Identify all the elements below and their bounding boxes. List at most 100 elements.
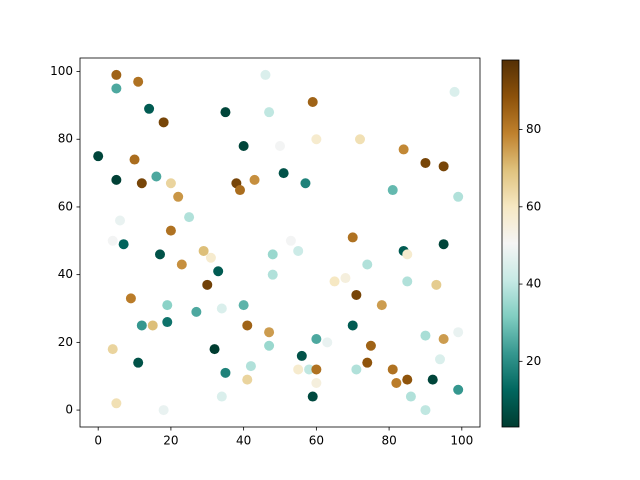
point (133, 76, 144, 87)
point (264, 340, 275, 351)
point (136, 178, 147, 189)
point (118, 239, 129, 250)
point (293, 364, 304, 375)
point (245, 361, 256, 372)
colorbar-tick-label: 80 (526, 122, 541, 136)
point (402, 374, 413, 385)
x-tick-label: 100 (450, 434, 473, 448)
point (93, 151, 104, 162)
point (213, 266, 224, 277)
colorbar-tick-label: 40 (526, 277, 541, 291)
point (293, 245, 304, 256)
point (402, 249, 413, 260)
point (351, 364, 362, 375)
point (285, 235, 296, 246)
point (329, 276, 340, 287)
point (162, 300, 173, 311)
point (238, 141, 249, 152)
colorbar-frame (501, 59, 520, 428)
point (449, 86, 460, 97)
colorbar-tick-label: 20 (526, 354, 541, 368)
point (242, 374, 253, 385)
y-tick-label: 20 (58, 335, 73, 349)
point (264, 327, 275, 338)
y-tick-label: 40 (58, 267, 73, 281)
point (158, 405, 169, 416)
point (391, 377, 402, 388)
point (220, 107, 231, 118)
point (387, 185, 398, 196)
point (311, 333, 322, 344)
point (209, 344, 220, 355)
point (398, 144, 409, 155)
point (111, 174, 122, 185)
point (405, 391, 416, 402)
point (376, 300, 387, 311)
point (438, 161, 449, 172)
point (453, 191, 464, 202)
y-tick-label: 60 (58, 199, 73, 213)
point (205, 252, 216, 263)
point (220, 367, 231, 378)
point (176, 259, 187, 270)
colorbar-tick-label: 60 (526, 199, 541, 213)
point (129, 154, 140, 165)
point (365, 340, 376, 351)
point (362, 259, 373, 270)
point (107, 235, 118, 246)
point (322, 337, 333, 348)
point (304, 364, 315, 375)
point (111, 83, 122, 94)
point (202, 279, 213, 290)
point (107, 344, 118, 355)
point (125, 293, 136, 304)
point (198, 245, 209, 256)
point (300, 178, 311, 189)
point (431, 279, 442, 290)
point (184, 212, 195, 223)
y-tick-label: 0 (65, 403, 73, 417)
point (151, 171, 162, 182)
point (453, 384, 464, 395)
point (311, 134, 322, 145)
point (278, 168, 289, 179)
point (453, 327, 464, 338)
point (144, 103, 155, 114)
point (111, 398, 122, 409)
point (420, 330, 431, 341)
point (260, 69, 271, 80)
point (307, 391, 318, 402)
y-tick-label: 80 (58, 132, 73, 146)
point (427, 374, 438, 385)
point (162, 317, 173, 328)
x-tick-label: 40 (236, 434, 251, 448)
point (191, 306, 202, 317)
point (133, 357, 144, 368)
point (165, 178, 176, 189)
point (267, 249, 278, 260)
point (402, 276, 413, 287)
point (264, 107, 275, 118)
point (362, 357, 373, 368)
point (347, 232, 358, 243)
point (111, 69, 122, 80)
plot-frame (79, 57, 481, 428)
point (242, 320, 253, 331)
point (275, 141, 285, 152)
point (435, 354, 445, 365)
point (115, 215, 125, 226)
x-tick-label: 80 (381, 434, 396, 448)
x-tick-label: 0 (94, 434, 102, 448)
point (216, 391, 227, 402)
point (158, 117, 169, 128)
point (173, 191, 184, 202)
point (347, 320, 358, 331)
point (387, 364, 398, 375)
point (311, 364, 322, 375)
point (238, 300, 249, 311)
point (311, 377, 322, 388)
point (340, 273, 351, 284)
point (155, 249, 165, 260)
